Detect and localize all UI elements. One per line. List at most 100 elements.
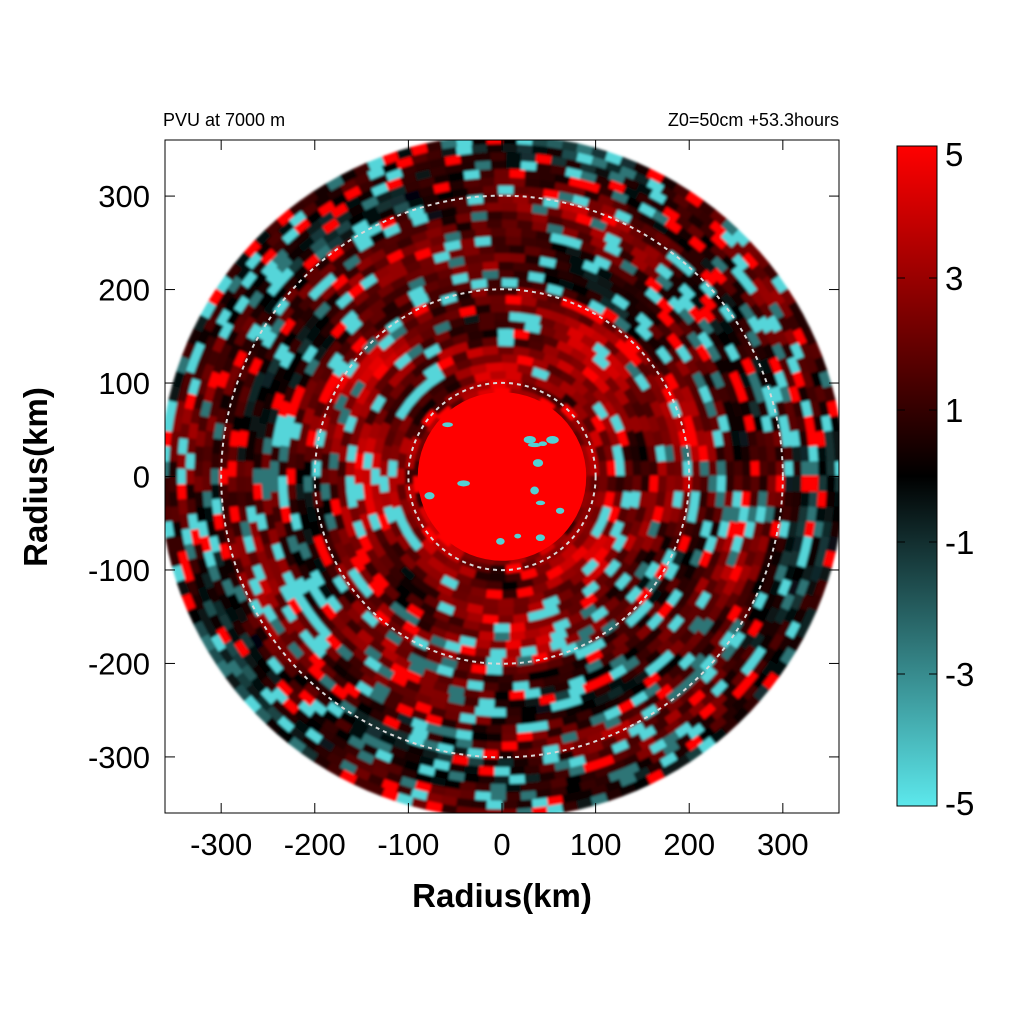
field-cell — [296, 371, 312, 390]
field-cell — [329, 498, 342, 517]
field-cell — [482, 614, 500, 625]
field-cell — [644, 561, 661, 580]
field-cell — [271, 687, 289, 705]
field-cell — [592, 341, 611, 359]
field-cell — [666, 588, 684, 607]
field-cell — [330, 684, 349, 701]
field-cell — [271, 649, 289, 668]
field-cell — [556, 588, 576, 604]
field-cell — [321, 227, 340, 245]
field-cell — [630, 399, 647, 419]
field-cell — [301, 528, 316, 547]
field-cell — [698, 617, 715, 636]
field-cell — [261, 604, 278, 624]
field-cell — [493, 311, 510, 321]
field-cell — [504, 235, 522, 246]
field-cell — [642, 253, 662, 271]
field-cell — [451, 607, 470, 621]
field-cell — [677, 534, 692, 553]
field-cell — [425, 800, 444, 813]
field-cell — [689, 281, 707, 300]
field-cell — [413, 238, 432, 252]
title-right: Z0=50cm +53.3hours — [668, 110, 839, 130]
field-cell — [628, 712, 647, 728]
field-cell — [458, 237, 476, 249]
field-cell — [292, 407, 306, 426]
field-cell — [280, 274, 299, 293]
field-cell — [357, 759, 376, 775]
field-cell — [385, 258, 404, 274]
field-cell — [829, 520, 839, 538]
field-cell — [520, 705, 538, 717]
field-cell — [663, 227, 683, 244]
field-cell — [585, 648, 605, 665]
field-cell — [303, 313, 321, 332]
field-cell — [656, 308, 675, 327]
field-cell — [222, 378, 236, 397]
field-cell — [246, 290, 264, 309]
field-cell — [606, 251, 625, 268]
field-cell — [403, 389, 422, 408]
field-cell — [454, 212, 473, 224]
field-cell — [337, 236, 357, 254]
field-cell — [455, 721, 473, 733]
field-cell — [296, 337, 313, 356]
field-cell — [240, 270, 257, 290]
field-cell — [227, 476, 237, 493]
field-cell — [444, 787, 462, 799]
field-cell — [370, 468, 380, 486]
field-cell — [708, 316, 725, 336]
field-cell — [398, 638, 417, 654]
field-cell — [534, 561, 554, 577]
core-speck — [546, 436, 559, 444]
field-cell — [387, 476, 398, 494]
field-cell — [312, 183, 332, 200]
field-cell — [281, 571, 298, 590]
field-cell — [257, 644, 275, 664]
field-cell — [389, 265, 408, 281]
field-cell — [444, 778, 462, 791]
field-cell — [635, 360, 653, 379]
field-cell — [591, 519, 607, 539]
field-cell — [263, 343, 280, 362]
field-cell — [556, 597, 575, 614]
field-cell — [239, 415, 252, 433]
field-cell — [501, 218, 518, 229]
field-cell — [764, 328, 780, 347]
field-cell — [731, 253, 750, 271]
field-cell — [297, 641, 316, 660]
field-cell — [746, 604, 762, 624]
field-cell — [485, 589, 503, 600]
field-cell — [806, 429, 818, 447]
field-cell — [549, 163, 568, 176]
field-cell — [646, 636, 665, 654]
field-cell — [190, 341, 205, 361]
field-cell — [560, 415, 579, 435]
field-cell — [709, 291, 727, 310]
field-cell — [664, 561, 680, 581]
field-cell — [244, 460, 254, 478]
field-cell — [380, 647, 400, 664]
field-cell — [318, 283, 337, 302]
field-cell — [173, 536, 186, 554]
field-cell — [266, 705, 284, 724]
field-cell — [564, 235, 583, 249]
field-cell — [319, 663, 338, 681]
field-cell — [312, 193, 331, 210]
field-cell — [722, 535, 736, 554]
field-cell — [403, 259, 422, 275]
field-cell — [300, 191, 319, 208]
field-cell — [180, 407, 193, 426]
field-cell — [818, 475, 828, 492]
field-cell — [345, 328, 363, 347]
field-cell — [471, 740, 488, 751]
field-cell — [677, 331, 694, 351]
field-cell — [226, 659, 244, 679]
field-cell — [324, 562, 341, 582]
field-cell — [619, 772, 638, 788]
field-cell — [547, 382, 567, 400]
field-cell — [738, 617, 755, 637]
field-cell — [678, 306, 696, 325]
field-cell — [582, 678, 601, 694]
field-cell — [638, 444, 650, 462]
